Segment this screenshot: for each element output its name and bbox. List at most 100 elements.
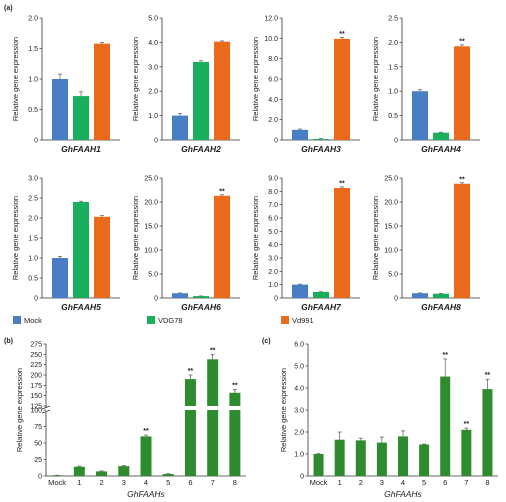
bar-4 bbox=[140, 436, 152, 476]
legend-swatch-vd991 bbox=[281, 316, 289, 324]
y-tick-label: 25.0 bbox=[384, 176, 398, 183]
y-tick-label: 0 bbox=[154, 138, 158, 145]
x-tick-label: 7 bbox=[464, 478, 468, 487]
y-tick-label: 2.0 bbox=[148, 89, 158, 96]
bar-3 bbox=[376, 442, 387, 476]
bar-3 bbox=[118, 466, 130, 476]
bar-7 bbox=[207, 359, 219, 476]
y-tick-label: 100 bbox=[30, 408, 42, 415]
y-tick-label: 4.0 bbox=[268, 97, 278, 104]
chart-a1: 0 0.5 1.0 1.5 2.0 Relative gene expression GhF… bbox=[11, 16, 120, 154]
chart-b: 0255075100125150175200225250275Relative … bbox=[15, 342, 246, 499]
y-tick-label: 10.0 bbox=[384, 248, 398, 255]
bar-5 bbox=[162, 474, 174, 476]
bar-vd991 bbox=[94, 216, 110, 298]
bar-vd991 bbox=[454, 183, 470, 298]
y-tick-label: 5.0 bbox=[268, 229, 278, 236]
y-tick-label: 6.0 bbox=[268, 77, 278, 84]
y-tick-label: 150 bbox=[30, 393, 42, 400]
y-tick-label: 6.0 bbox=[268, 216, 278, 223]
x-tick-label: Mock bbox=[310, 478, 328, 487]
bar-vd991 bbox=[454, 46, 470, 140]
y-tick-label: 8.0 bbox=[268, 56, 278, 63]
y-axis-label: Relative gene expression bbox=[371, 37, 380, 121]
y-tick-label: 20.0 bbox=[384, 200, 398, 207]
y-tick-label: 4.0 bbox=[294, 386, 304, 393]
y-tick-label: 0 bbox=[38, 474, 42, 481]
y-tick-label: 0 bbox=[154, 296, 158, 303]
bar-vdg78 bbox=[313, 292, 329, 298]
bar-mock bbox=[52, 258, 68, 298]
axis-break-mark bbox=[41, 409, 51, 414]
x-axis-label: GhFAAHs bbox=[127, 489, 165, 499]
y-axis-label: Relative gene expression bbox=[131, 196, 140, 280]
significance-mark: ** bbox=[339, 180, 345, 187]
x-tick-label: 3 bbox=[122, 478, 126, 487]
legend-label-mock: Mock bbox=[24, 316, 42, 325]
panel-label-a: (a) bbox=[4, 5, 13, 12]
bar-mock bbox=[412, 293, 428, 298]
y-tick-label: 4.0 bbox=[268, 242, 278, 249]
y-tick-label: 9.0 bbox=[268, 176, 278, 183]
bar-vd991 bbox=[334, 38, 350, 140]
y-axis-label: Relative gene expression bbox=[279, 368, 288, 452]
y-axis-label: Relative gene expression bbox=[371, 196, 380, 280]
bar-vd991 bbox=[334, 188, 350, 298]
y-tick-label: 15.0 bbox=[144, 224, 158, 231]
y-tick-label: 1.5 bbox=[28, 236, 38, 243]
x-tick-label: 6 bbox=[443, 478, 447, 487]
gene-title: GhFAAH2 bbox=[181, 144, 221, 154]
bar-8 bbox=[482, 389, 493, 476]
y-tick-label: 250 bbox=[30, 352, 42, 359]
x-tick-label: 1 bbox=[77, 478, 81, 487]
y-tick-label: 0 bbox=[394, 296, 398, 303]
y-tick-label: 20.0 bbox=[144, 200, 158, 207]
y-tick-label: 10.0 bbox=[144, 248, 158, 255]
legend-swatch-vdg78 bbox=[147, 316, 155, 324]
legend-swatch-mock bbox=[13, 316, 21, 324]
bar-2 bbox=[96, 471, 108, 476]
gene-title: GhFAAH7 bbox=[301, 302, 342, 312]
y-tick-label: 1.5 bbox=[28, 46, 38, 53]
x-tick-label: 8 bbox=[485, 478, 489, 487]
gene-title: GhFAAH3 bbox=[301, 144, 341, 154]
chart-a6: 0 5.0 10.0 15.0 20.0 25.0 Relative gene expres… bbox=[131, 176, 240, 312]
significance-mark: ** bbox=[143, 428, 149, 435]
x-tick-label: 2 bbox=[99, 478, 103, 487]
panel-label-c: (c) bbox=[262, 338, 271, 345]
bar-5 bbox=[419, 444, 430, 476]
y-tick-label: 3.0 bbox=[268, 256, 278, 263]
y-tick-label: 25 bbox=[34, 457, 42, 464]
chart-a7: 0 1.0 2.0 3.0 4.0 5.0 6.0 7.0 8.0 9.0 Relative gen… bbox=[251, 176, 360, 312]
y-tick-label: 0 bbox=[300, 474, 304, 481]
gene-title: GhFAAH6 bbox=[181, 302, 221, 312]
y-tick-label: 0.5 bbox=[28, 107, 38, 114]
y-tick-label: 2.0 bbox=[28, 16, 38, 23]
chart-a5: 0 0.5 1.0 1.5 2.0 2.5 3.0 Relative gene express… bbox=[11, 176, 120, 312]
significance-mark: ** bbox=[459, 38, 465, 45]
y-axis-label: Relative gene expression bbox=[251, 196, 260, 280]
bar-1 bbox=[73, 466, 85, 476]
significance-mark: ** bbox=[442, 352, 448, 359]
legend-label-vdg78: VDG78 bbox=[158, 316, 183, 325]
bar-1 bbox=[334, 439, 345, 476]
x-tick-label: 5 bbox=[422, 478, 426, 487]
x-tick-label: Mock bbox=[48, 478, 66, 487]
y-tick-label: 1.0 bbox=[268, 282, 278, 289]
bar-break-gap bbox=[183, 406, 197, 410]
significance-mark: ** bbox=[210, 347, 216, 354]
y-axis-label: Relative gene expression bbox=[131, 37, 140, 121]
bar-mock bbox=[292, 129, 308, 140]
y-tick-label: 0 bbox=[274, 296, 278, 303]
legend: Mock VDG78 Vd991 bbox=[13, 316, 314, 325]
y-tick-label: 125 bbox=[30, 404, 42, 411]
chart-a2: 0 1.0 2.0 3.0 4.0 5.0 Relative gene expression… bbox=[131, 16, 240, 154]
bar-vd991 bbox=[214, 41, 230, 140]
y-tick-label: 3.0 bbox=[148, 64, 158, 71]
bar-break-gap bbox=[228, 406, 242, 410]
y-tick-label: 5.0 bbox=[148, 272, 158, 279]
y-tick-label: 0.5 bbox=[28, 276, 38, 283]
y-axis-label: Relative gene expression bbox=[11, 37, 20, 121]
gene-title: GhFAAH1 bbox=[61, 144, 101, 154]
